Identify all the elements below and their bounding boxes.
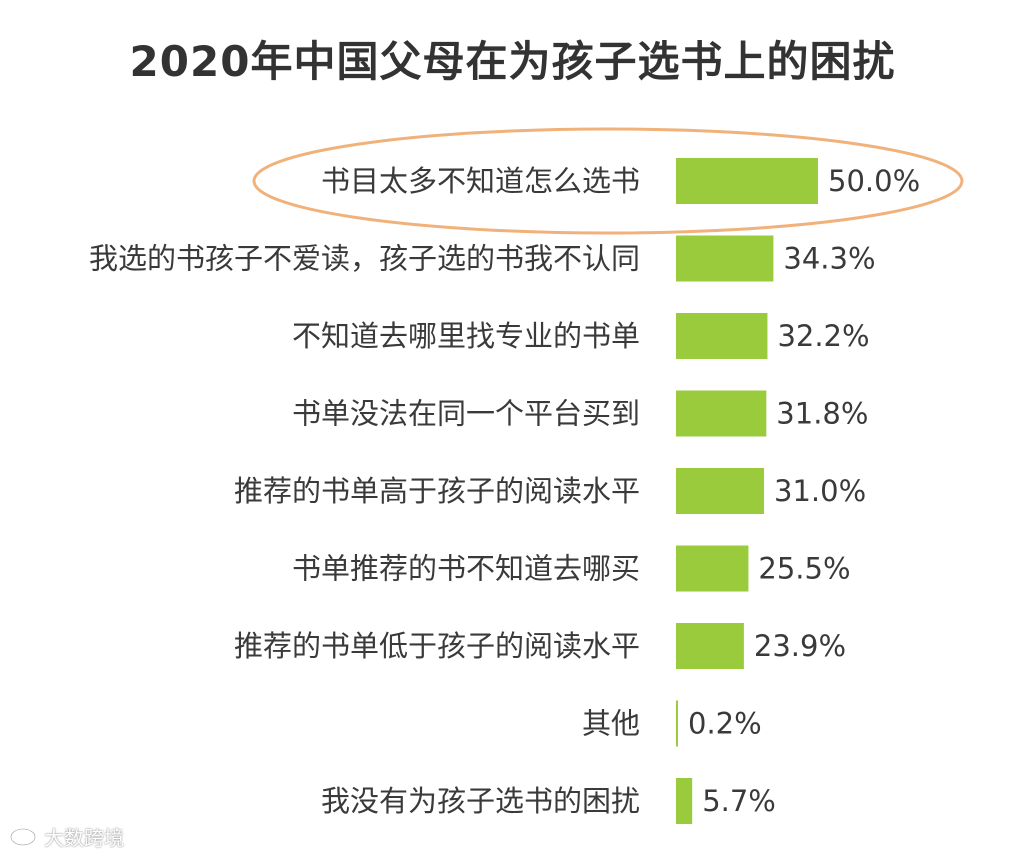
- bar: [676, 545, 749, 592]
- highlight-ellipse: [252, 127, 964, 235]
- value-label: 32.2%: [777, 319, 869, 353]
- bar: [676, 623, 744, 669]
- highlight-layer: [252, 127, 964, 235]
- category-label: 书单没法在同一个平台买到: [292, 397, 640, 431]
- value-label: 5.7%: [702, 784, 776, 818]
- category-label: 推荐的书单高于孩子的阅读水平: [234, 474, 640, 508]
- category-label: 书单推荐的书不知道去哪买: [292, 552, 640, 586]
- bar: [676, 700, 678, 747]
- watermark: 大数跨境: [8, 822, 124, 851]
- category-label: 其他: [582, 707, 640, 741]
- bar: [676, 390, 767, 437]
- value-label: 0.2%: [688, 707, 762, 741]
- bar: [676, 235, 774, 282]
- bar: [676, 778, 693, 824]
- bars-layer: [676, 158, 818, 824]
- category-label: 我没有为孩子选书的困扰: [321, 784, 640, 818]
- eye-logo-icon: [9, 827, 37, 846]
- category-label: 我选的书孩子不爱读，孩子选的书我不认同: [89, 242, 640, 276]
- value-label: 25.5%: [758, 552, 850, 586]
- value-labels: 50.0% 34.3% 32.2% 31.8% 31.0% 25.5% 23.9% 0.2% 5…: [688, 164, 920, 818]
- bar: [676, 468, 765, 514]
- category-label: 不知道去哪里找专业的书单: [292, 319, 640, 353]
- value-label: 50.0%: [828, 164, 920, 198]
- category-label: 推荐的书单低于孩子的阅读水平: [234, 629, 640, 663]
- watermark-text: 大数跨境: [44, 826, 124, 850]
- bar: [676, 313, 768, 359]
- chart-title: 2020年中国父母在为孩子选书上的困扰: [129, 37, 896, 86]
- category-label: 书目太多不知道怎么选书: [321, 164, 640, 198]
- category-labels: 书目太多不知道怎么选书我选的书孩子不爱读，孩子选的书我不认同不知道去哪里找专业的…: [89, 164, 640, 818]
- value-label: 31.8%: [776, 397, 868, 431]
- value-label: 34.3%: [783, 242, 875, 276]
- value-label: 31.0%: [774, 474, 866, 508]
- value-label: 23.9%: [754, 629, 846, 663]
- bar: [676, 158, 818, 204]
